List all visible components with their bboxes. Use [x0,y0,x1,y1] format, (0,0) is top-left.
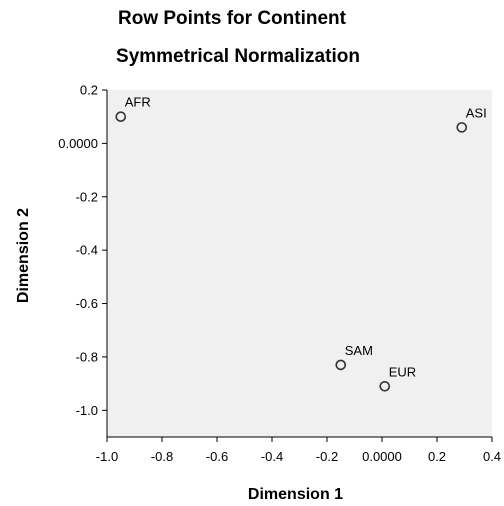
x-tick-label: 0.2 [428,449,446,464]
data-point-label: EUR [389,364,416,379]
x-tick-label: -0.4 [261,449,283,464]
data-point [335,359,347,371]
x-axis-title: Dimension 1 [248,486,343,503]
x-tick-label: -0.6 [206,449,228,464]
y-tick-label: 0.0000 [58,136,98,151]
x-axis: -1.0 -0.8 -0.6 -0.4 -0.2 0.0000 0.2 0.4 [96,436,501,464]
data-point-label: SAM [345,343,373,358]
x-tick-label: -0.8 [151,449,173,464]
x-tick-label: -1.0 [96,449,118,464]
y-tick-label: -0.2 [76,189,98,204]
data-point-label: ASI [466,105,487,120]
x-tick-label: -0.2 [316,449,338,464]
y-tick-label: -0.8 [76,349,98,364]
data-point [456,122,468,133]
data-point [115,111,127,122]
chart-subtitle: Symmetrical Normalization [116,46,360,67]
y-axis-title: Dimension 2 [15,208,32,303]
y-tick-label: 0.2 [80,83,98,98]
data-point [379,380,391,392]
data-points: AFR ASI SAM EUR [115,95,487,392]
y-tick-label: -0.4 [76,243,98,258]
y-axis: 0.2 0.0000 -0.2 -0.4 -0.6 -0.8 -1.0 [58,83,108,437]
plot-area [107,90,492,437]
x-tick-label: 0.4 [483,449,501,464]
y-tick-label: -1.0 [76,403,98,418]
y-tick-label: -0.6 [76,296,98,311]
x-tick-label: 0.0000 [362,449,402,464]
chart-title: Row Points for Continent [118,8,346,29]
data-point-label: AFR [125,95,151,110]
